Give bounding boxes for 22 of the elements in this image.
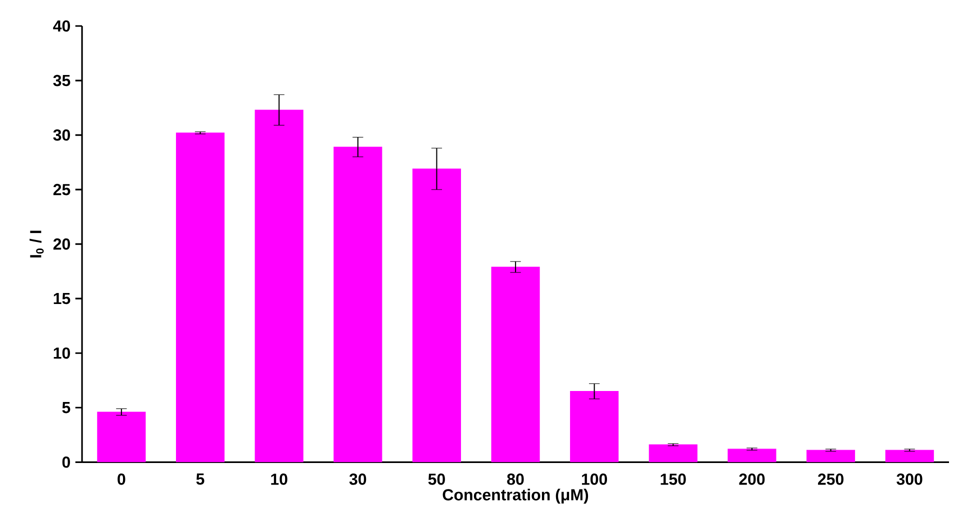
y-tick-label: 15 (54, 292, 70, 304)
y-tick-label: 35 (53, 74, 70, 86)
y-axis-title: I$_{0}$ / I (30, 230, 44, 258)
x-tick-label: 10 (271, 473, 288, 485)
x-tick-label: 100 (582, 473, 608, 485)
x-tick-label: 250 (818, 473, 844, 485)
x-tick-label: 80 (507, 473, 524, 485)
x-tick-label: 150 (660, 473, 686, 485)
y-tick-label: 0 (62, 456, 70, 468)
x-tick-label: 0 (118, 473, 126, 485)
y-tick-label: 25 (53, 184, 70, 196)
y-tick-label: 10 (54, 347, 70, 359)
y-tick-label: 30 (53, 129, 70, 141)
x-tick-label: 300 (896, 473, 922, 485)
y-tick-label: 5 (62, 402, 70, 414)
x-tick-label: 50 (428, 473, 445, 485)
x-axis-title: Concentration (μM) (442, 488, 588, 504)
y-tick-label: 20 (53, 238, 70, 250)
x-tick-label: 30 (349, 473, 366, 485)
x-tick-label: 200 (739, 473, 765, 485)
x-tick-label: 5 (196, 473, 204, 485)
y-tick-label: 40 (53, 20, 70, 32)
